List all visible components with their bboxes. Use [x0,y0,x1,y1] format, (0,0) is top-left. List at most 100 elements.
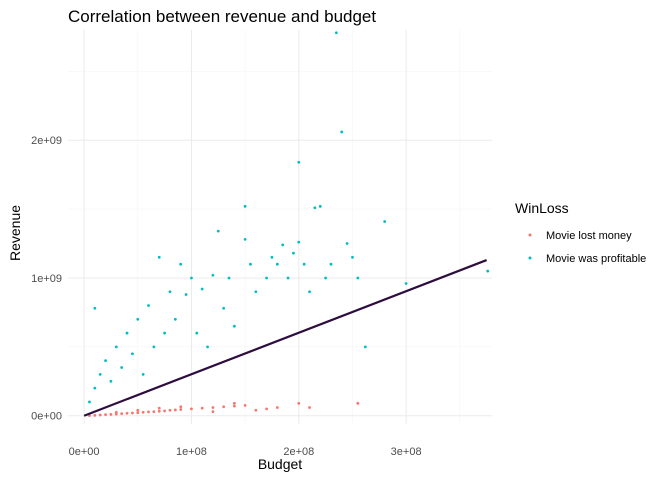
point-lost-money [114,410,118,414]
point-lost-money [254,408,258,412]
point-profitable [318,204,322,208]
y-tick-label: 2e+09 [31,135,62,147]
point-profitable [104,359,107,363]
point-profitable [136,317,140,321]
point-lost-money [243,404,247,407]
point-lost-money [265,407,268,411]
point-profitable [173,317,177,321]
point-profitable [168,290,172,294]
point-lost-money [168,408,172,412]
point-profitable [93,306,97,310]
point-lost-money [275,406,279,409]
point-lost-money [136,408,140,412]
point-lost-money [173,408,177,412]
point-profitable [131,352,134,356]
point-profitable [292,251,295,255]
point-profitable [356,276,360,280]
point-profitable [232,324,236,328]
data-points [88,31,490,417]
legend-title: WinLoss [515,200,569,216]
point-profitable [340,130,344,134]
point-profitable [216,229,220,233]
trend-line-group [83,259,488,417]
point-lost-money [147,410,150,414]
trend-line [83,259,488,417]
point-profitable [286,276,290,280]
point-lost-money [308,406,311,409]
point-profitable [88,400,91,404]
point-profitable [206,345,209,349]
point-profitable [297,160,301,164]
legend-key-lost [528,233,532,237]
point-profitable [157,255,161,259]
point-profitable [184,293,188,296]
x-tick-label: 0e+00 [69,446,100,458]
y-axis-ticks: 0e+00 1e+09 2e+09 [31,135,62,423]
point-profitable [98,373,102,376]
point-profitable [281,243,285,247]
point-profitable [254,290,258,294]
point-profitable [211,273,215,277]
point-profitable [163,331,167,335]
point-lost-money [211,406,215,409]
point-lost-money [131,411,134,415]
point-profitable [308,290,311,294]
point-lost-money [163,409,167,413]
point-profitable [351,255,354,259]
point-profitable [249,262,252,266]
point-profitable [125,331,129,335]
point-profitable [383,220,387,223]
point-lost-money [179,408,183,411]
x-tick-label: 1e+08 [176,446,207,458]
point-lost-money [200,406,204,410]
point-lost-money [232,404,236,408]
legend-key-profitable [528,256,532,260]
point-profitable [329,262,333,266]
point-profitable [200,287,204,291]
point-profitable [265,276,268,280]
point-lost-money [297,401,301,405]
point-profitable [152,345,156,349]
chart-title: Correlation between revenue and budget [68,7,376,26]
point-profitable [297,240,301,244]
legend: WinLoss Movie lost money Movie was profi… [515,200,646,265]
point-profitable [147,304,150,307]
point-profitable [195,331,199,335]
legend-label-profitable: Movie was profitable [546,253,646,265]
point-lost-money [232,401,236,405]
point-profitable [324,276,328,280]
point-lost-money [356,401,360,405]
point-lost-money [179,405,183,409]
point-profitable [114,345,118,349]
point-profitable [93,386,97,390]
x-tick-label: 2e+08 [283,446,314,458]
point-profitable [222,306,226,310]
point-lost-money [157,406,161,410]
point-lost-money [190,407,193,411]
x-tick-label: 3e+08 [391,446,422,458]
grid [68,30,492,424]
legend-label-lost: Movie lost money [546,230,632,242]
point-lost-money [125,411,129,415]
point-lost-money [120,412,124,416]
point-profitable [334,31,338,35]
y-tick-label: 1e+09 [31,273,62,285]
point-lost-money [152,410,156,414]
point-profitable [179,262,183,266]
point-profitable [109,379,113,383]
point-lost-money [157,409,161,413]
point-profitable [190,276,193,280]
y-axis-label: Revenue [7,205,23,261]
point-lost-money [222,405,226,409]
point-lost-money [104,413,107,417]
x-axis-label: Budget [258,456,302,472]
point-lost-money [136,411,140,415]
point-profitable [363,345,367,349]
point-profitable [243,237,247,241]
point-profitable [313,206,317,210]
y-tick-label: 0e+00 [31,411,62,423]
point-profitable [243,204,247,208]
point-profitable [486,269,490,273]
point-profitable [345,242,349,245]
